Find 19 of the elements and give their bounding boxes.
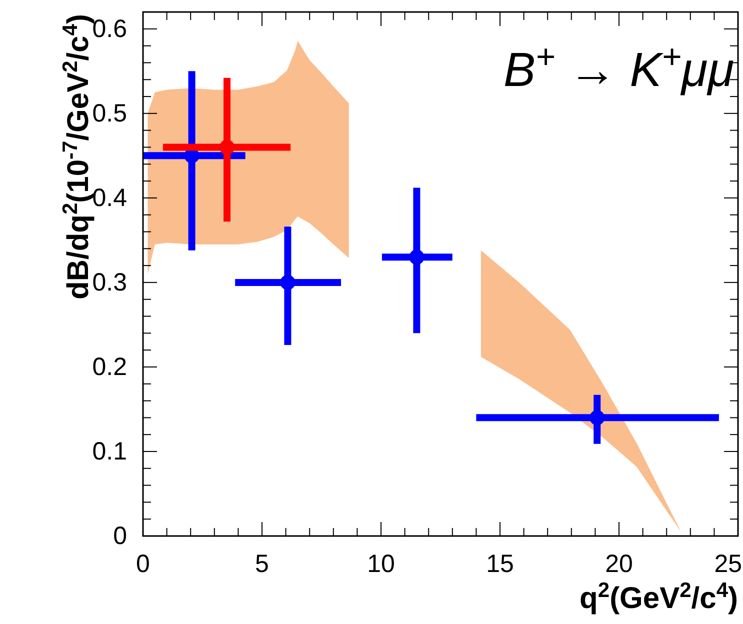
x-tick-label: 10 [367, 550, 395, 578]
annotation: B$^{+}$ → K$^{+}$μμ [503, 38, 734, 97]
x-tick-label: 5 [255, 550, 269, 578]
x-tick-label: 20 [605, 550, 633, 578]
point [280, 274, 296, 290]
y-tick-label: 0.4 [92, 184, 128, 212]
y-tick-label: 0.5 [92, 99, 127, 128]
point [219, 140, 235, 155]
x-axis-title: q$^{2}$(GeV$^{2}$/c$^{4}$) [580, 578, 738, 615]
x-tick-label: 25 [714, 550, 742, 578]
x-tick-label: 15 [486, 550, 514, 578]
point [409, 250, 424, 265]
y-tick-label: 0.1 [92, 437, 127, 466]
y-tick-label: 0.6 [92, 14, 127, 43]
y-tick-label: 0 [113, 522, 127, 550]
y-tick-label: 0.3 [92, 268, 127, 296]
y-tick-label: 0.2 [92, 352, 127, 381]
point [590, 410, 605, 426]
x-tick-label: 0 [136, 550, 150, 578]
